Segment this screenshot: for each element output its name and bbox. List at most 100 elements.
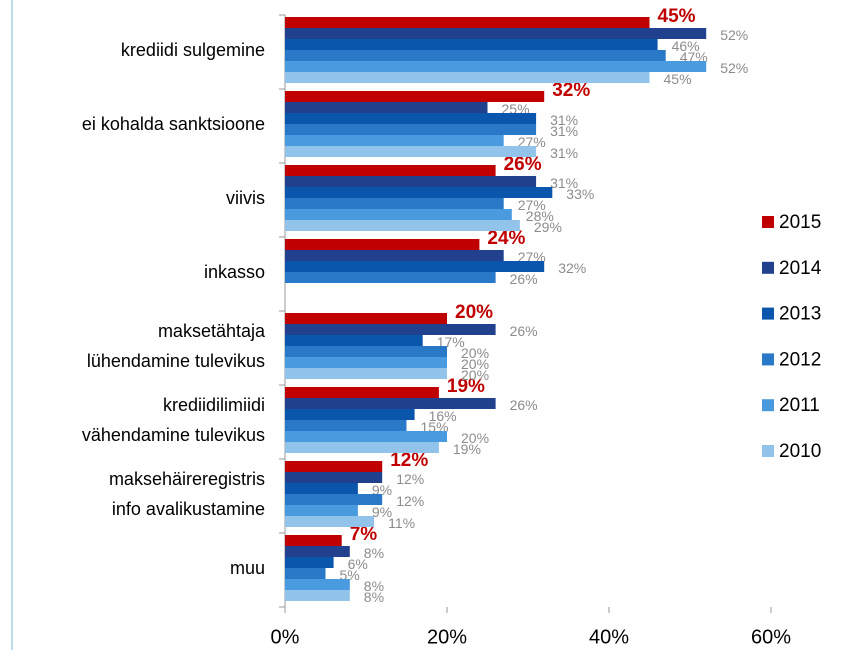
value-label: 32% [558, 260, 586, 276]
value-label: 45% [664, 71, 692, 87]
value-label: 46% [672, 38, 700, 54]
legend-marker [762, 445, 774, 457]
value-label: 27% [518, 197, 546, 213]
legend-marker [762, 307, 774, 320]
bar [285, 261, 545, 272]
bar [285, 209, 512, 220]
bar [285, 472, 383, 483]
x-tick-label: 0% [271, 626, 300, 648]
bar [285, 516, 375, 527]
bar [285, 431, 447, 442]
bar [285, 398, 496, 409]
value-label: 8% [364, 589, 384, 605]
bar [285, 165, 496, 176]
legend-label: 2012 [779, 349, 821, 370]
category-label: muu [229, 558, 265, 578]
value-label: 52% [720, 27, 748, 43]
bar [285, 420, 407, 431]
bar [285, 135, 504, 146]
bar [285, 568, 326, 579]
bar [285, 91, 545, 102]
value-label: 24% [487, 228, 525, 249]
bar [285, 324, 496, 335]
legend-label: 2014 [779, 258, 822, 279]
value-label: 29% [534, 219, 562, 235]
bar [285, 357, 447, 368]
value-label: 33% [566, 186, 594, 202]
legend-marker [762, 261, 774, 274]
category-label: maksehäireregistris info avalikustamine [108, 469, 265, 519]
legend-marker [762, 216, 774, 228]
bar [285, 505, 358, 516]
value-label: 31% [550, 175, 578, 191]
bar [285, 313, 447, 324]
value-label: 20% [455, 302, 493, 323]
category-label: inkasso [203, 262, 265, 282]
value-label: 26% [510, 271, 538, 287]
value-label: 12% [390, 450, 428, 471]
value-label: 26% [510, 323, 538, 339]
bar [285, 272, 496, 283]
bar [285, 113, 537, 124]
bar [285, 220, 520, 231]
value-label: 9% [372, 504, 392, 520]
bar [285, 535, 342, 546]
bar [285, 176, 537, 187]
bar [285, 590, 350, 601]
value-label: 12% [396, 493, 424, 509]
bar [285, 483, 358, 494]
bar [285, 50, 666, 61]
value-label: 26% [504, 154, 542, 175]
legend-marker [762, 353, 774, 366]
category-label: krediidi sulgemine [120, 40, 265, 60]
value-label: 12% [396, 471, 424, 487]
value-label: 52% [720, 60, 748, 76]
bar [285, 557, 334, 568]
legend-label: 2015 [779, 212, 821, 233]
value-label: 20% [461, 367, 489, 383]
bar [285, 461, 383, 472]
value-label: 11% [388, 515, 415, 531]
bar [285, 346, 447, 357]
x-tick-label: 20% [427, 626, 467, 648]
bar [285, 442, 439, 453]
value-label: 28% [526, 208, 554, 224]
bar [285, 17, 650, 28]
category-label: maksetähtaja lühendamine tulevikus [86, 321, 265, 371]
bar [285, 387, 439, 398]
category-label: viivis [226, 188, 265, 208]
bar [285, 61, 707, 72]
category-label: ei kohalda sanktsioone [81, 114, 265, 134]
value-label: 8% [364, 545, 384, 561]
bar [285, 72, 650, 83]
value-label: 20% [461, 345, 489, 361]
bar [285, 546, 350, 557]
legend-marker [762, 399, 774, 412]
value-label: 26% [510, 397, 538, 413]
bar [285, 239, 480, 250]
value-label: 6% [348, 556, 368, 572]
category-label: krediidilimiidi vähendamine tulevikus [81, 395, 265, 445]
x-tick-label: 40% [589, 626, 629, 648]
legend-label: 2013 [779, 304, 821, 325]
value-label: 45% [658, 6, 696, 27]
legend-label: 2010 [779, 441, 821, 462]
bar [285, 146, 537, 157]
value-label: 20% [461, 356, 489, 372]
bar [285, 409, 415, 420]
bar [285, 28, 707, 39]
x-tick-label: 60% [751, 626, 791, 648]
value-label: 20% [461, 430, 489, 446]
bar [285, 250, 504, 261]
value-label: 7% [350, 524, 378, 545]
value-label: 31% [550, 145, 578, 161]
bar [285, 579, 350, 590]
bar [285, 102, 488, 113]
bar [285, 187, 553, 198]
value-label: 31% [550, 123, 578, 139]
bar [285, 124, 537, 135]
bar [285, 494, 383, 505]
value-label: 19% [453, 441, 481, 457]
